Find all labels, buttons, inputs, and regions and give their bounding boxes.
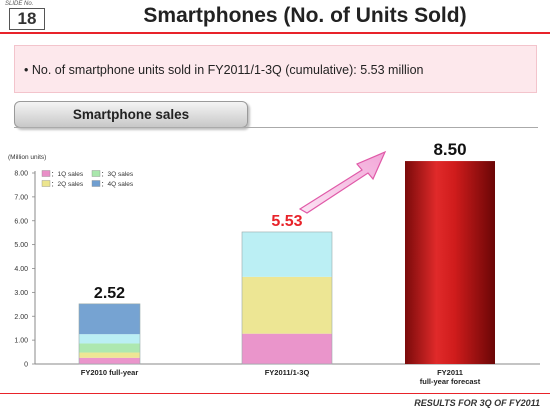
- growth-arrow: [298, 150, 387, 214]
- footer-divider: [0, 393, 550, 394]
- legend-swatch: [91, 170, 101, 177]
- footer-text: RESULTS FOR 3Q OF FY2011: [414, 398, 540, 408]
- legend-swatch: [91, 180, 101, 187]
- bar-segment: [79, 303, 140, 335]
- y-axis-unit-label: (Million units): [8, 154, 46, 161]
- bar-segment: [79, 357, 140, 364]
- bar-outline: [241, 231, 333, 365]
- bar-segment: [242, 333, 332, 364]
- bar-segment: [242, 231, 332, 277]
- legend-label: ：4Q sales: [101, 181, 134, 188]
- section-title: Smartphone sales: [14, 101, 248, 128]
- legend-label: ：1Q sales: [51, 171, 84, 178]
- x-category-label: FY2011/1-3Q: [265, 368, 310, 377]
- page-title: Smartphones (No. of Units Sold): [143, 4, 467, 27]
- y-tick-label: 0: [24, 362, 28, 369]
- bar-value-label: 8.50: [433, 140, 466, 159]
- bar-segment: [79, 334, 140, 344]
- x-category-label: FY2011: [437, 368, 463, 377]
- y-tick-label: 5.00: [14, 242, 28, 249]
- bar-value-label: 2.52: [94, 285, 125, 302]
- bar-forecast: [405, 161, 495, 364]
- legend-label: ：3Q sales: [101, 171, 134, 178]
- y-tick-label: 1.00: [14, 338, 28, 345]
- y-tick-label: 4.00: [14, 266, 28, 273]
- bar-segment: [242, 276, 332, 334]
- y-tick-label: 6.00: [14, 218, 28, 225]
- bar-outline: [78, 303, 141, 365]
- y-tick-label: 7.00: [14, 194, 28, 201]
- bar-value-label: 5.53: [271, 213, 302, 230]
- x-category-label: full-year forecast: [420, 377, 481, 386]
- summary-text: • No. of smartphone units sold in FY2011…: [24, 63, 424, 77]
- summary-box: • No. of smartphone units sold in FY2011…: [14, 45, 537, 93]
- y-tick-label: 3.00: [14, 290, 28, 297]
- legend-label: ：2Q sales: [51, 181, 84, 188]
- legend-swatch: [41, 170, 51, 177]
- y-tick-label: 2.00: [14, 314, 28, 321]
- smartphone-sales-chart: (Million units) 0 1.00 2.00 3.00 4.00 5.00 6.00…: [8, 140, 540, 386]
- bar-segment: [79, 352, 140, 358]
- slide-number-label: SLIDE No.: [5, 1, 34, 7]
- section-divider: [14, 127, 538, 128]
- legend-swatch: [41, 180, 51, 187]
- slide-number: 18: [9, 8, 45, 30]
- x-category-label: FY2010 full-year: [81, 368, 139, 377]
- y-tick-label: 8.00: [14, 171, 28, 178]
- bar-segment: [79, 343, 140, 353]
- title-divider: [0, 32, 550, 34]
